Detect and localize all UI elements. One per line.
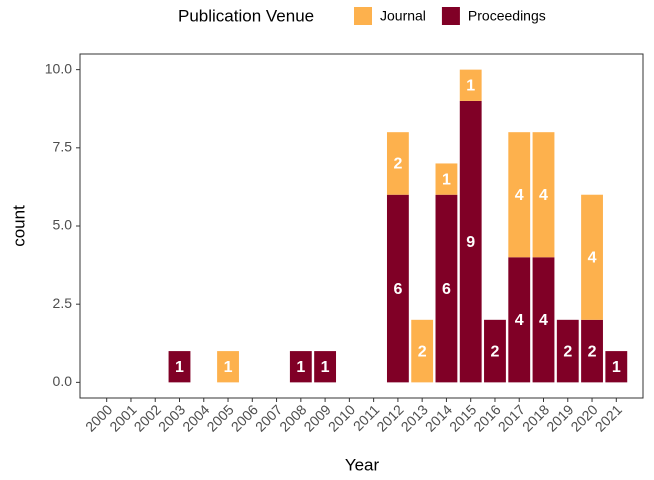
data-label: 6 — [442, 281, 451, 298]
data-label: 4 — [539, 312, 548, 329]
bar-segment — [435, 194, 458, 383]
data-label: 6 — [393, 281, 402, 298]
bar-segment — [411, 319, 434, 383]
y-tick-label: 5.0 — [53, 217, 73, 233]
y-axis-label: count — [9, 205, 28, 247]
data-label: 1 — [442, 171, 451, 188]
data-label: 4 — [515, 312, 524, 329]
data-label: 1 — [175, 359, 184, 376]
data-label: 2 — [491, 343, 500, 360]
bar-segment — [386, 132, 409, 195]
y-tick-label: 7.5 — [53, 139, 73, 155]
data-label: 2 — [418, 343, 427, 360]
bar-segment — [581, 194, 603, 320]
data-label: 4 — [588, 249, 597, 266]
data-label: 4 — [539, 187, 548, 204]
data-label: 9 — [466, 234, 475, 251]
bar-segment — [314, 351, 337, 383]
bar-segment — [532, 132, 555, 258]
legend-swatch — [441, 7, 460, 25]
legend-label: Journal — [380, 8, 426, 24]
data-label: 1 — [321, 359, 330, 376]
bar-segment — [605, 351, 628, 383]
x-axis-label: Year — [345, 455, 380, 474]
legend-swatch — [354, 7, 372, 25]
legend-title: Publication Venue — [178, 6, 314, 25]
bar-segment — [484, 319, 506, 383]
legend-label: Proceedings — [468, 8, 546, 24]
data-label: 1 — [224, 359, 233, 376]
bar-segment — [168, 351, 191, 383]
bar-segment — [289, 351, 312, 383]
data-label: 4 — [515, 187, 524, 204]
y-tick-label: 2.5 — [53, 295, 73, 311]
bar-segment — [217, 351, 239, 383]
data-label: 1 — [296, 359, 305, 376]
bar-segment — [532, 257, 555, 383]
y-tick-label: 0.0 — [53, 373, 73, 389]
bar-segment — [556, 319, 579, 383]
data-label: 2 — [588, 343, 597, 360]
x-tick-label: 2021 — [592, 401, 625, 434]
bar-segment — [435, 163, 458, 195]
data-label: 2 — [393, 156, 402, 173]
bar-segment — [581, 319, 603, 383]
bar-segment — [386, 194, 409, 383]
bar-segment — [459, 69, 482, 101]
bar-segment — [508, 132, 531, 258]
y-tick-label: 10.0 — [45, 60, 72, 76]
data-label: 2 — [563, 343, 572, 360]
bar-segment — [459, 100, 482, 383]
bar-segment — [508, 257, 531, 383]
data-label: 1 — [612, 359, 621, 376]
data-label: 1 — [466, 77, 475, 94]
